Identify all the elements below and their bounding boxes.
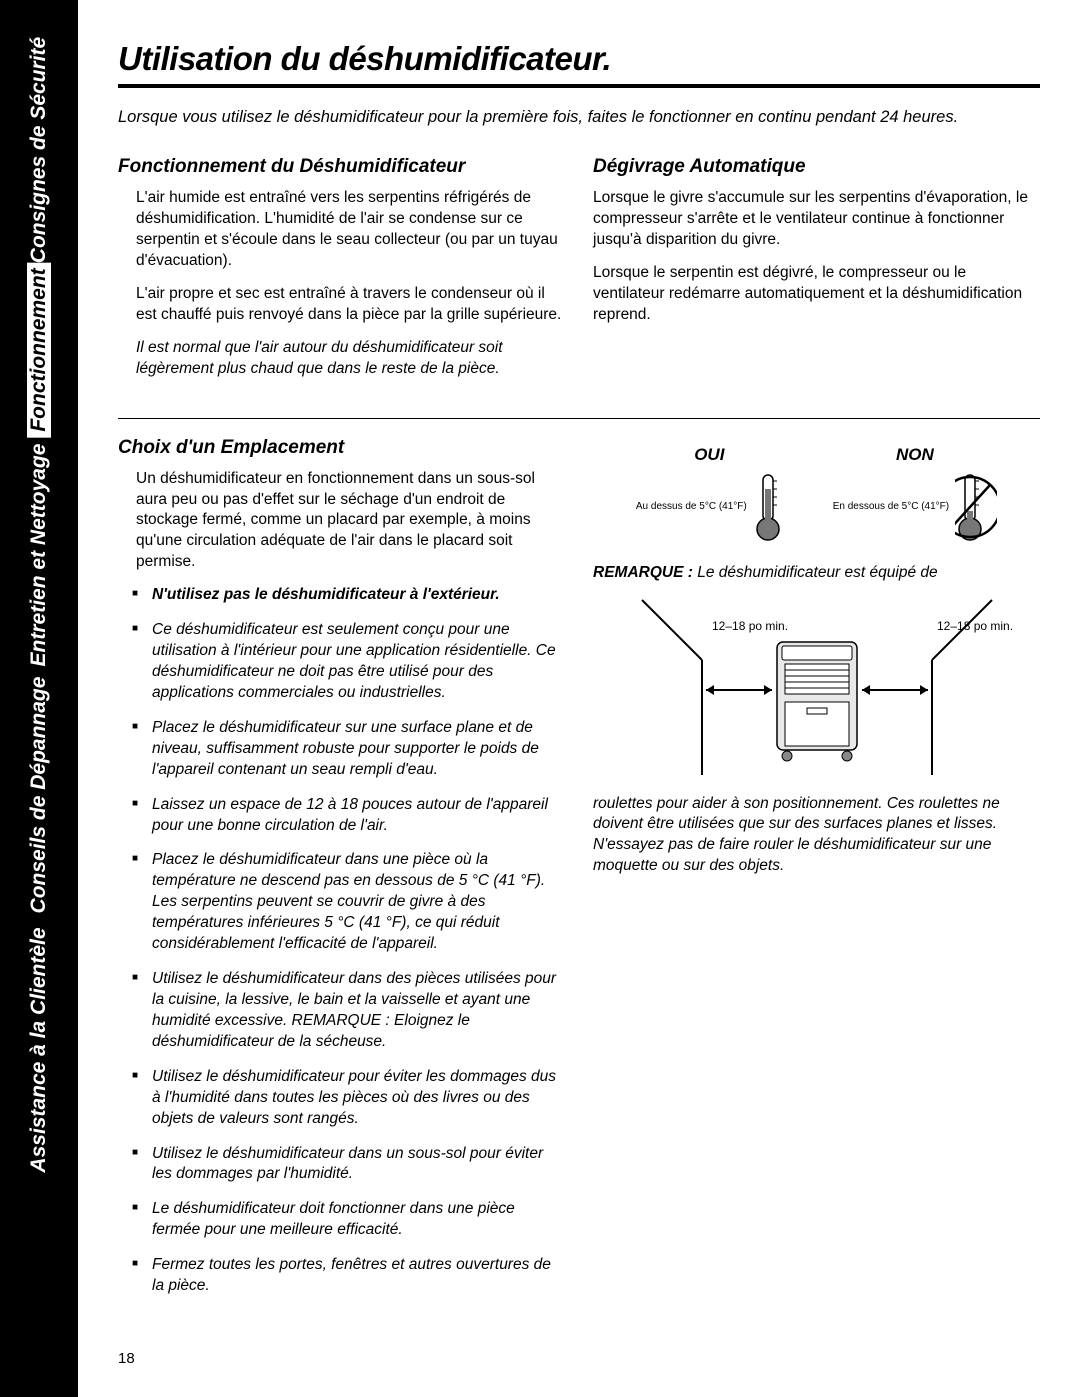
section-row-2: Choix d'un Emplacement Un déshumidificat… [118,437,1040,1311]
sec3-bullet-4: Placez le déshumidificateur dans une piè… [136,850,565,955]
non-heading: NON [833,445,997,465]
non-column: NON En dessous de 5°C (41°F) [833,445,997,543]
oui-label: Au dessus de 5°C (41°F) [636,501,747,513]
sec3-bullet-1: Ce déshumidificateur est seulement conçu… [136,620,565,704]
sec1-p2: L'air propre et sec est entraîné à trave… [118,284,565,326]
sec3-intro: Un déshumidificateur en fonctionnement d… [118,469,565,574]
sec3-bullet-7: Utilisez le déshumidificateur dans un so… [136,1144,565,1186]
heading-degivrage: Dégivrage Automatique [593,156,1040,178]
sec3-bullet-5: Utilisez le déshumidificateur dans des p… [136,969,565,1053]
sec2-p1: Lorsque le givre s'accumule sur les serp… [593,188,1040,251]
remark-l1-text: Le déshumidificateur est équipé de [693,564,938,581]
sidebar-item-depannage: Conseils de Dépannage [27,677,51,914]
sidebar-item-assistance: Assistance à la Clientèle [27,927,51,1172]
intro-text: Lorsque vous utilisez le déshumidificate… [118,106,1040,128]
heading-fonctionnement: Fonctionnement du Déshumidificateur [118,156,565,178]
thermometer-icon [753,471,783,543]
page-number: 18 [118,1350,135,1367]
remark-line1: REMARQUE : Le déshumidificateur est équi… [593,563,1040,584]
fig2-right-label: 12–18 po min. [937,619,1013,633]
sidebar-item-fonctionnement: Fonctionnement [27,262,51,437]
sec3-bullet-3: Laissez un espace de 12 à 18 pouces auto… [136,795,565,837]
title-rule [118,84,1040,88]
sec2-p2: Lorsque le serpentin est dégivré, le com… [593,263,1040,326]
non-label: En dessous de 5°C (41°F) [833,501,949,513]
fig2-left-label: 12–18 po min. [712,619,788,633]
page-content: Utilisation du déshumidificateur. Lorsqu… [78,0,1080,1397]
sec1-ital: Il est normal que l'air autour du déshum… [118,338,565,380]
sec3-bullet-8: Le déshumidificateur doit fonctionner da… [136,1199,565,1241]
section-row-1: Fonctionnement du Déshumidificateur L'ai… [118,156,1040,391]
figures-column: OUI Au dessus de 5°C (41°F) [593,437,1040,1311]
sidebar-tabs: Consignes de Sécurité Fonctionnement Ent… [0,0,78,1397]
sidebar-item-securite: Consignes de Sécurité [27,37,51,263]
oui-heading: OUI [636,445,783,465]
oui-non-diagram: OUI Au dessus de 5°C (41°F) [636,445,997,543]
remark-rest: roulettes pour aider à son positionnemen… [593,794,1040,878]
sec3-bullet-0: N'utilisez pas le déshumidificateur à l'… [136,585,565,606]
sec3-bullet-6: Utilisez le déshumidificateur pour évite… [136,1067,565,1130]
sec1-p1: L'air humide est entraîné vers les serpe… [118,188,565,272]
heading-emplacement: Choix d'un Emplacement [118,437,565,459]
remark-bold: REMARQUE : [593,564,693,581]
sec3-bullet-2: Placez le déshumidificateur sur une surf… [136,718,565,781]
section-emplacement: Choix d'un Emplacement Un déshumidificat… [118,437,565,1311]
sec3-bullet-list: N'utilisez pas le déshumidificateur à l'… [118,585,565,1297]
thermometer-crossed-icon [955,471,997,543]
section-degivrage: Dégivrage Automatique Lorsque le givre s… [593,156,1040,391]
section-fonctionnement: Fonctionnement du Déshumidificateur L'ai… [118,156,565,391]
section-divider [118,418,1040,419]
oui-column: OUI Au dessus de 5°C (41°F) [636,445,783,543]
sec3-bullet-9: Fermez toutes les portes, fenêtres et au… [136,1255,565,1297]
sidebar-item-entretien: Entretien et Nettoyage [27,444,51,667]
placement-diagram: 12–18 po min. 12–18 po min. [602,590,1032,780]
page-title: Utilisation du déshumidificateur. [118,40,1040,78]
